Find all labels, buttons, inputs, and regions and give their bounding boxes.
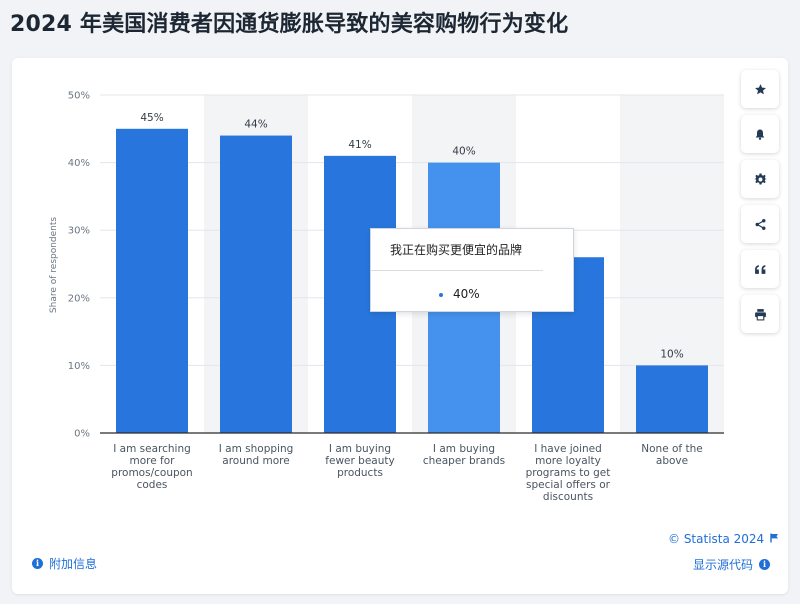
print-button[interactable]: [741, 295, 779, 333]
share-button[interactable]: [741, 205, 779, 243]
settings-button[interactable]: [741, 160, 779, 198]
y-tick-label: 30%: [68, 226, 90, 237]
quote-icon: [754, 264, 765, 274]
bar-chart: 0%10%20%30%40%50% 45%44%41%40%%10% I am …: [49, 91, 724, 503]
print-icon: [754, 308, 766, 320]
bell-icon: [755, 129, 765, 140]
y-tick-label: 50%: [68, 91, 90, 102]
bar-value-label: 44%: [244, 119, 267, 131]
x-tick-label: I am shopping around more: [219, 443, 294, 467]
bar: [636, 365, 708, 433]
x-tick-label: I am searching more for promos/coupon codes: [111, 443, 192, 491]
info-icon: i: [759, 559, 771, 570]
tooltip-value: 40%: [453, 287, 480, 301]
y-axis-title: Share of respondents: [49, 217, 59, 314]
copyright-label: © Statista 2024: [668, 532, 765, 546]
bar: [116, 128, 188, 434]
favorite-button[interactable]: [741, 70, 779, 108]
tooltip-title: 我正在购买更便宜的品牌: [390, 243, 523, 257]
statista-copyright-link[interactable]: © Statista 2024: [668, 532, 779, 546]
flag-icon: [770, 532, 779, 546]
bar-value-label: 10%: [660, 348, 683, 360]
bar-value-label: 41%: [348, 139, 371, 151]
additional-info-label: 附加信息: [49, 557, 98, 571]
bar-value-label: 45%: [140, 112, 163, 124]
bar-tooltip: 我正在购买更便宜的品牌 40%: [370, 228, 574, 312]
gear-icon: [753, 172, 767, 184]
y-tick-label: 10%: [68, 361, 90, 372]
show-source-label: 显示源代码: [693, 558, 754, 572]
y-tick-label: 40%: [68, 158, 90, 169]
notification-button[interactable]: [741, 115, 779, 153]
x-tick-label: I am buying fewer beauty products: [325, 443, 394, 479]
x-tick-label: I have joined more loyalty programs to get…: [526, 443, 611, 503]
additional-info-link[interactable]: i 附加信息: [32, 555, 97, 572]
star-icon: [754, 83, 766, 94]
page-title: 2024 年美国消费者因通货膨胀导致的美容购物行为变化: [10, 12, 569, 37]
cite-button[interactable]: [741, 250, 779, 288]
bar-value-label: 40%: [452, 146, 475, 158]
y-tick-label: 0%: [74, 429, 90, 440]
chart-card: 0%10%20%30%40%50% 45%44%41%40%%10% I am …: [12, 58, 788, 594]
show-source-link[interactable]: 显示源代码 i: [693, 556, 771, 573]
info-icon: i: [32, 558, 43, 569]
x-tick-label: None of the above: [641, 443, 702, 467]
tooltip-series-dot: [439, 293, 443, 297]
tooltip-divider: [371, 270, 543, 271]
bar: [220, 135, 292, 433]
x-tick-label: I am buying cheaper brands: [423, 443, 505, 467]
y-tick-label: 20%: [68, 293, 90, 304]
share-icon: [755, 218, 765, 230]
